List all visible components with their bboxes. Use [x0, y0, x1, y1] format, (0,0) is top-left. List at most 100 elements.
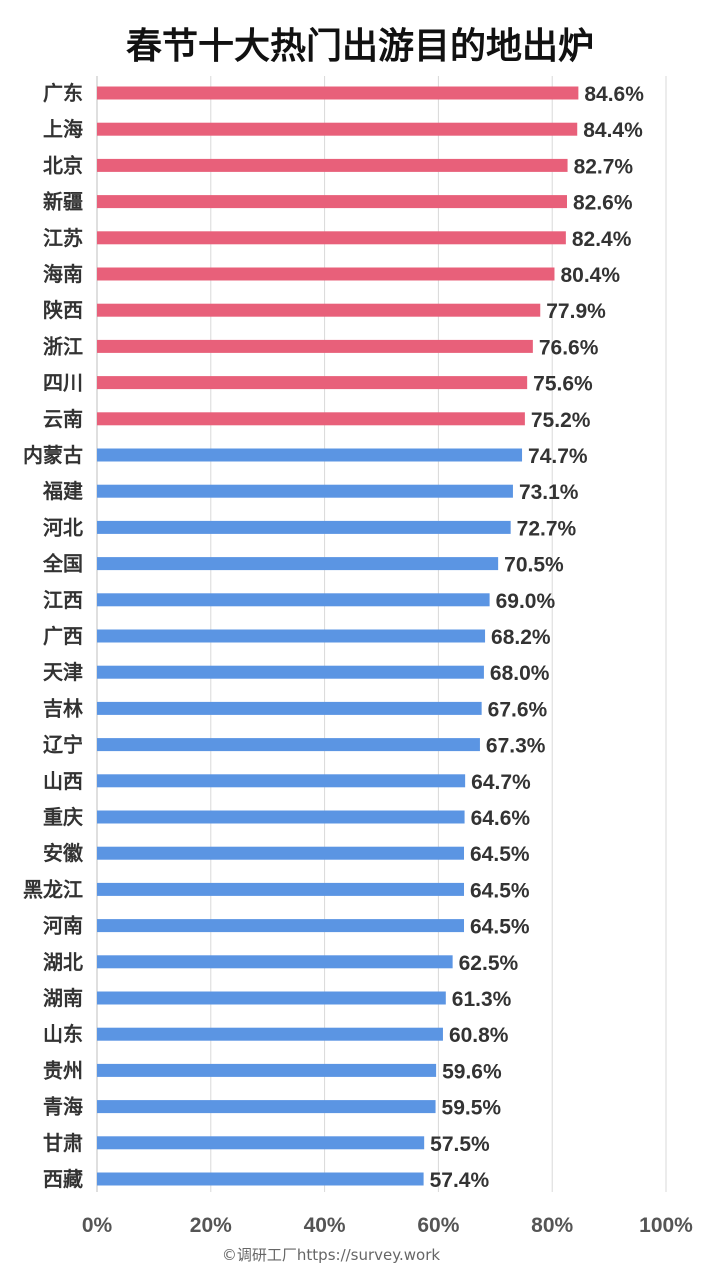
data-label: 64.5% [470, 843, 530, 866]
bar [97, 701, 482, 715]
category-label: 西藏 [43, 1167, 83, 1191]
data-label: 64.6% [471, 807, 531, 830]
category-label: 山东 [43, 1022, 83, 1046]
bar [97, 195, 567, 209]
data-label: 80.4% [560, 264, 620, 287]
data-label: 68.2% [491, 626, 551, 649]
category-label: 山西 [43, 769, 83, 793]
category-label: 河南 [43, 914, 83, 938]
bar [97, 882, 465, 896]
category-label: 安徽 [43, 841, 84, 865]
category-label: 重庆 [43, 805, 83, 829]
data-label: 75.2% [531, 409, 591, 432]
category-label: 辽宁 [43, 733, 83, 757]
data-label: 70.5% [504, 554, 564, 577]
bar [97, 122, 578, 136]
category-label: 上海 [43, 117, 83, 141]
data-label: 68.0% [490, 662, 550, 685]
bar [97, 557, 499, 571]
bar [97, 738, 480, 752]
bar [97, 1136, 425, 1150]
data-label: 59.5% [442, 1097, 502, 1120]
bar [97, 484, 513, 498]
category-labels: 广东上海北京新疆江苏海南陕西浙江四川云南内蒙古福建河北全国江西广西天津吉林辽宁山… [23, 81, 84, 1191]
category-label: 青海 [43, 1095, 83, 1119]
bar [97, 520, 511, 534]
data-label: 69.0% [496, 590, 556, 613]
data-labels: 84.6% 84.4% 82.7% 82.6% 82.4% 80.4% 77.9% 76.6%… [430, 83, 645, 1192]
data-label: 82.6% [573, 192, 633, 215]
data-label: 60.8% [449, 1024, 509, 1047]
data-label: 77.9% [546, 300, 606, 323]
bar [97, 1027, 443, 1041]
category-label: 天津 [43, 660, 83, 684]
bar [97, 665, 484, 679]
bar [97, 1172, 424, 1186]
bar [97, 955, 453, 969]
category-label: 吉林 [43, 696, 83, 720]
category-label: 江苏 [43, 226, 83, 250]
x-tick-label: 40% [304, 1214, 346, 1237]
category-label: 新疆 [43, 190, 83, 214]
x-tick-label: 100% [639, 1214, 693, 1237]
data-label: 76.6% [539, 336, 599, 359]
bar [97, 919, 465, 933]
data-label: 57.4% [430, 1169, 490, 1192]
category-label: 云南 [43, 407, 83, 431]
category-label: 贵州 [43, 1058, 83, 1082]
category-label: 浙江 [43, 334, 83, 358]
data-label: 73.1% [519, 481, 579, 504]
data-label: 67.6% [488, 698, 548, 721]
data-label: 67.3% [486, 735, 546, 758]
bar [97, 86, 579, 100]
data-label: 74.7% [528, 445, 588, 468]
data-label: 64.5% [470, 879, 530, 902]
data-label: 57.5% [430, 1133, 490, 1156]
data-label: 61.3% [452, 988, 512, 1011]
category-label: 黑龙江 [23, 877, 83, 901]
bar [97, 303, 541, 317]
category-label: 四川 [43, 371, 83, 395]
data-label: 62.5% [459, 952, 519, 975]
x-tick-label: 0% [82, 1214, 113, 1237]
category-label: 海南 [43, 262, 83, 286]
bar [97, 376, 528, 390]
x-axis-ticks: 0% 20% 40% 60% 80% 100% [82, 1214, 693, 1237]
category-label: 江西 [43, 588, 83, 612]
bar [97, 267, 555, 281]
category-label: 河北 [43, 515, 83, 539]
bar [97, 629, 486, 643]
data-label: 59.6% [442, 1060, 502, 1083]
bar [97, 231, 566, 245]
category-label: 内蒙古 [23, 443, 83, 467]
bar [97, 339, 533, 353]
bar [97, 991, 446, 1005]
category-label: 全国 [42, 552, 83, 576]
data-label: 64.5% [470, 916, 530, 939]
bar [97, 593, 490, 607]
category-label: 广西 [43, 624, 83, 648]
category-label: 甘肃 [43, 1131, 83, 1155]
category-label: 广东 [43, 81, 83, 105]
x-tick-label: 60% [417, 1214, 459, 1237]
bar [97, 810, 465, 824]
data-label: 75.6% [533, 373, 593, 396]
category-label: 湖北 [43, 950, 83, 974]
category-label: 福建 [42, 479, 83, 503]
bars [97, 86, 579, 1186]
category-label: 湖南 [43, 986, 83, 1010]
footer-watermark: ©调研工厂https://survey.work [222, 1246, 440, 1264]
category-label: 陕西 [43, 298, 83, 322]
x-tick-label: 20% [190, 1214, 232, 1237]
data-label: 82.7% [574, 155, 634, 178]
x-tick-label: 80% [531, 1214, 573, 1237]
data-label: 64.7% [471, 771, 531, 794]
chart-title: 春节十大热门出游目的地出炉 [126, 26, 594, 67]
data-label: 84.4% [583, 119, 643, 142]
bar [97, 846, 465, 860]
data-label: 82.4% [572, 228, 632, 251]
bar [97, 774, 466, 788]
bar [97, 1100, 436, 1114]
bar [97, 158, 568, 172]
